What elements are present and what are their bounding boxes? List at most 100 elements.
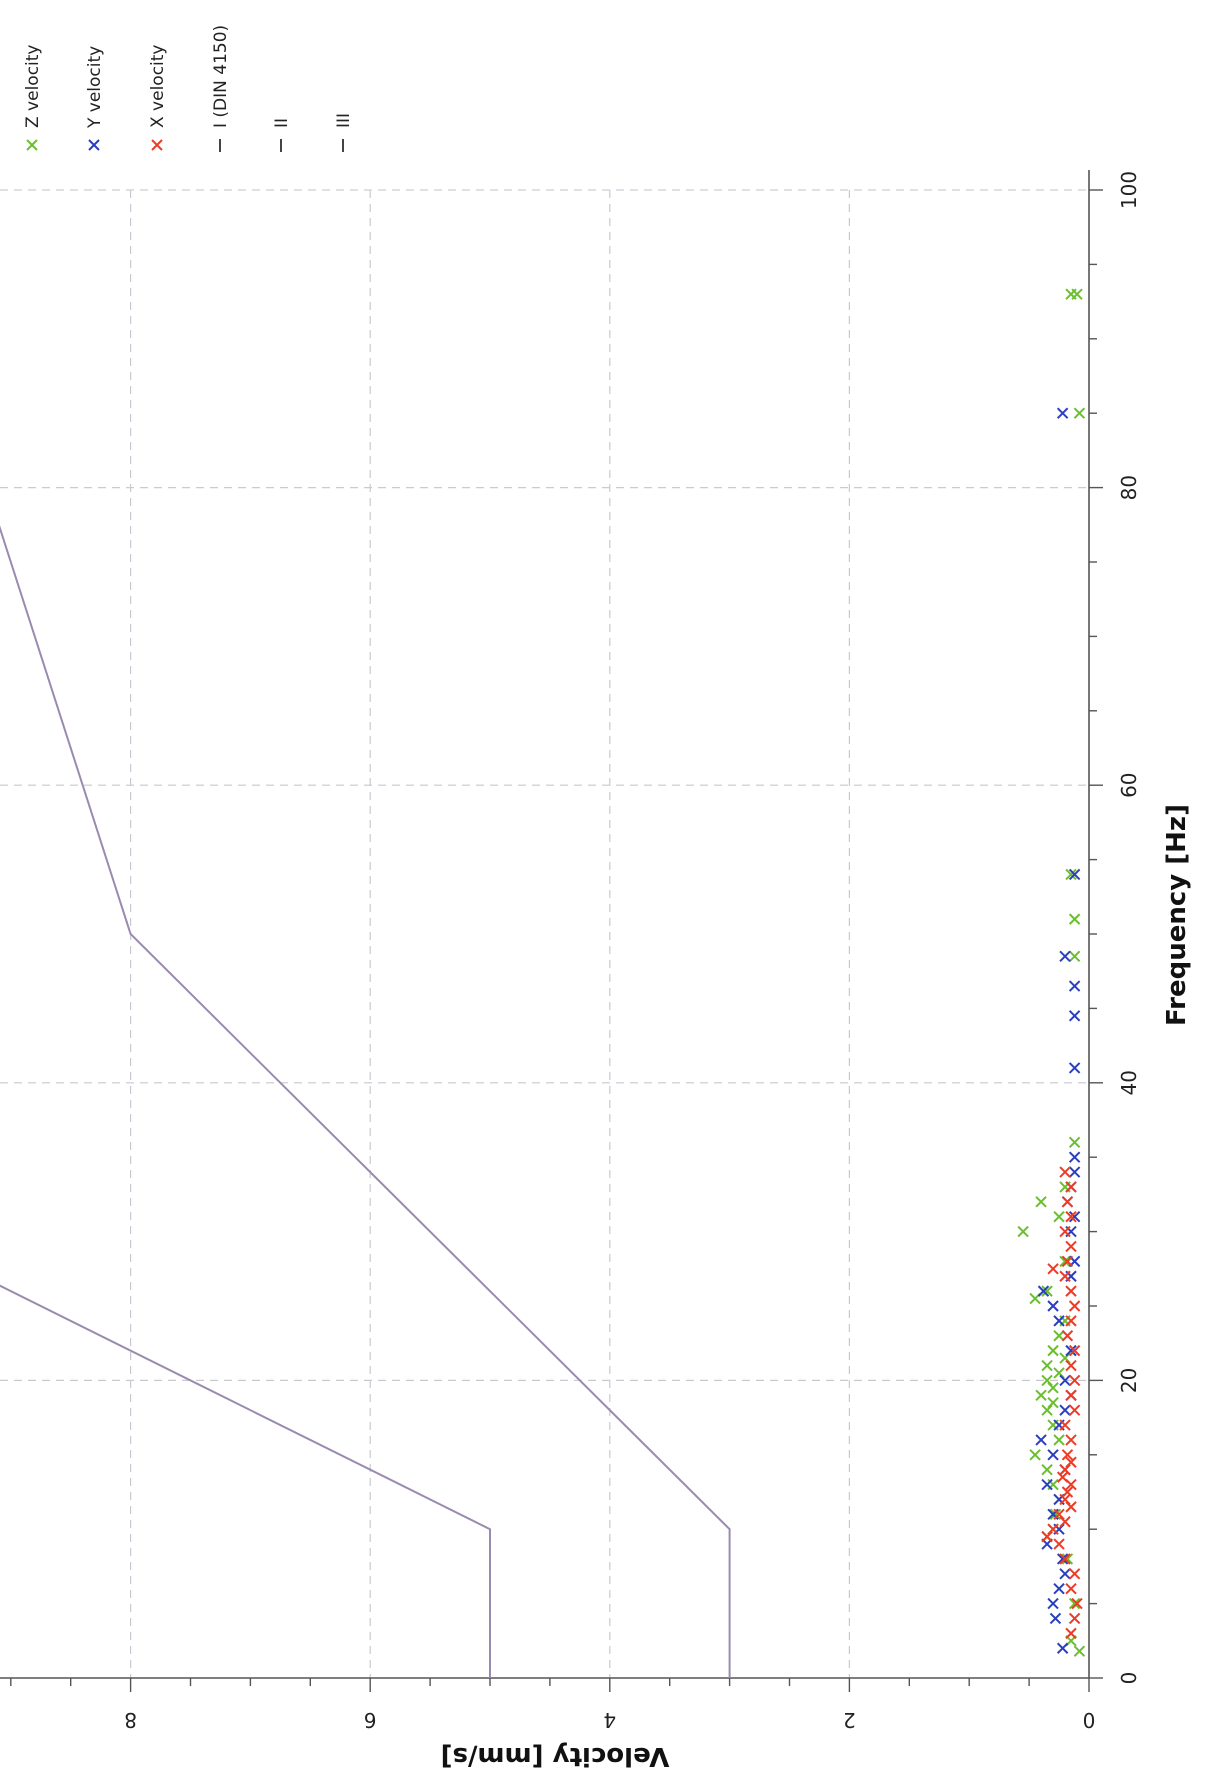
velocity-tick-label: 0 (1083, 1708, 1096, 1732)
plot-area (0, 170, 1090, 1679)
data-point (1056, 407, 1069, 419)
data-point (1053, 1538, 1065, 1550)
legend-x-marker (26, 139, 38, 151)
limit-lines (0, 525, 731, 1678)
data-point (1059, 1166, 1071, 1178)
data-point (1065, 1211, 1077, 1223)
data-point (1059, 1463, 1071, 1476)
data-point (1059, 1255, 1071, 1268)
data-point (1053, 1211, 1065, 1223)
legend-x-marker (88, 139, 100, 151)
data-point (1053, 1315, 1065, 1327)
scatter-points (1017, 288, 1086, 1657)
legend-label: II (272, 118, 292, 128)
frequency-tick-label: 20 (1117, 1368, 1141, 1393)
data-point (1068, 1568, 1081, 1580)
limit-line (0, 1284, 491, 1678)
data-point (1068, 1300, 1081, 1312)
data-point (1035, 1389, 1047, 1401)
legend-entry: Z velocity (23, 45, 43, 151)
data-point (1068, 1612, 1081, 1625)
data-point (1068, 1374, 1081, 1387)
data-point (1017, 1225, 1029, 1238)
data-point (1065, 1344, 1077, 1357)
data-point (1053, 1508, 1065, 1521)
data-point (1061, 1553, 1074, 1565)
legend-label: X velocity (148, 45, 168, 129)
legend-entry: III (334, 113, 354, 152)
data-point (1049, 1612, 1062, 1625)
data-point (1056, 1642, 1069, 1654)
data-point (1071, 288, 1083, 300)
data-point (1065, 1285, 1077, 1297)
data-point (1065, 1359, 1077, 1372)
data-point (1065, 1456, 1077, 1468)
data-point (1047, 1397, 1059, 1409)
limit-line (0, 525, 731, 1678)
data-point (1068, 1211, 1081, 1223)
data-point (1056, 1471, 1069, 1483)
data-point (1047, 1263, 1059, 1275)
velocity-tick-label: 4 (603, 1708, 616, 1732)
data-point (1059, 1553, 1071, 1565)
data-point (1059, 1352, 1071, 1364)
data-point (1065, 1583, 1077, 1595)
data-point (1029, 1449, 1041, 1461)
data-point (1059, 1493, 1071, 1506)
data-point (1061, 1196, 1074, 1208)
data-point (1047, 1523, 1059, 1535)
data-point (1068, 1344, 1081, 1357)
data-point (1041, 1478, 1053, 1491)
data-point (1073, 407, 1086, 419)
data-point (1041, 1463, 1053, 1476)
data-point (1059, 1404, 1071, 1416)
data-point (1059, 1419, 1071, 1431)
data-point (1065, 1434, 1077, 1446)
data-point (1068, 1404, 1081, 1416)
data-point (1041, 1285, 1053, 1297)
data-point (1068, 1166, 1081, 1178)
data-point (1059, 1270, 1071, 1282)
x-axis-title: Frequency [Hz] (1162, 804, 1192, 1026)
data-point (1073, 1645, 1086, 1657)
data-point (1061, 1449, 1074, 1461)
data-point (1068, 980, 1081, 992)
frequency-tick-label: 80 (1117, 475, 1141, 500)
data-point (1061, 1330, 1074, 1342)
data-point (1041, 1530, 1053, 1543)
frequency-ticks: 0 20 40 60 80 100 (1089, 171, 1141, 1684)
data-point (1053, 1583, 1065, 1595)
data-point (1065, 1315, 1077, 1327)
data-point (1041, 1374, 1053, 1387)
velocity-tick-label: 2 (843, 1708, 856, 1732)
frequency-tick-label: 60 (1117, 772, 1141, 797)
data-point (1068, 868, 1081, 881)
legend-entry: Y velocity (85, 46, 105, 151)
data-point (1056, 1553, 1069, 1565)
data-point (1068, 1597, 1081, 1610)
data-point (1065, 1627, 1077, 1640)
data-point (1035, 1434, 1047, 1446)
data-point (1065, 1389, 1077, 1401)
velocity-tick-label: 8 (124, 1708, 137, 1732)
data-point (1068, 1136, 1081, 1149)
data-point (1061, 1255, 1074, 1268)
data-point (1059, 1516, 1071, 1528)
data-point (1047, 1597, 1059, 1610)
data-point (1059, 1374, 1071, 1387)
data-point (1037, 1285, 1050, 1297)
data-point (1068, 1151, 1081, 1163)
data-point (1049, 1508, 1062, 1521)
velocity-ticks: 0 2 4 6 8 (10, 1678, 1096, 1732)
data-point (1068, 1062, 1081, 1074)
data-point (1068, 950, 1081, 963)
data-point (1068, 1010, 1081, 1022)
frequency-tick-label: 40 (1117, 1070, 1141, 1095)
legend-entry: X velocity (148, 45, 168, 151)
legend: Z velocity Y velocity X velocity I (DIN 415… (23, 25, 354, 152)
data-point (1065, 1181, 1077, 1193)
data-point (1059, 950, 1071, 963)
data-point (1053, 1330, 1065, 1342)
legend-entry: I (DIN 4150) (211, 25, 231, 152)
